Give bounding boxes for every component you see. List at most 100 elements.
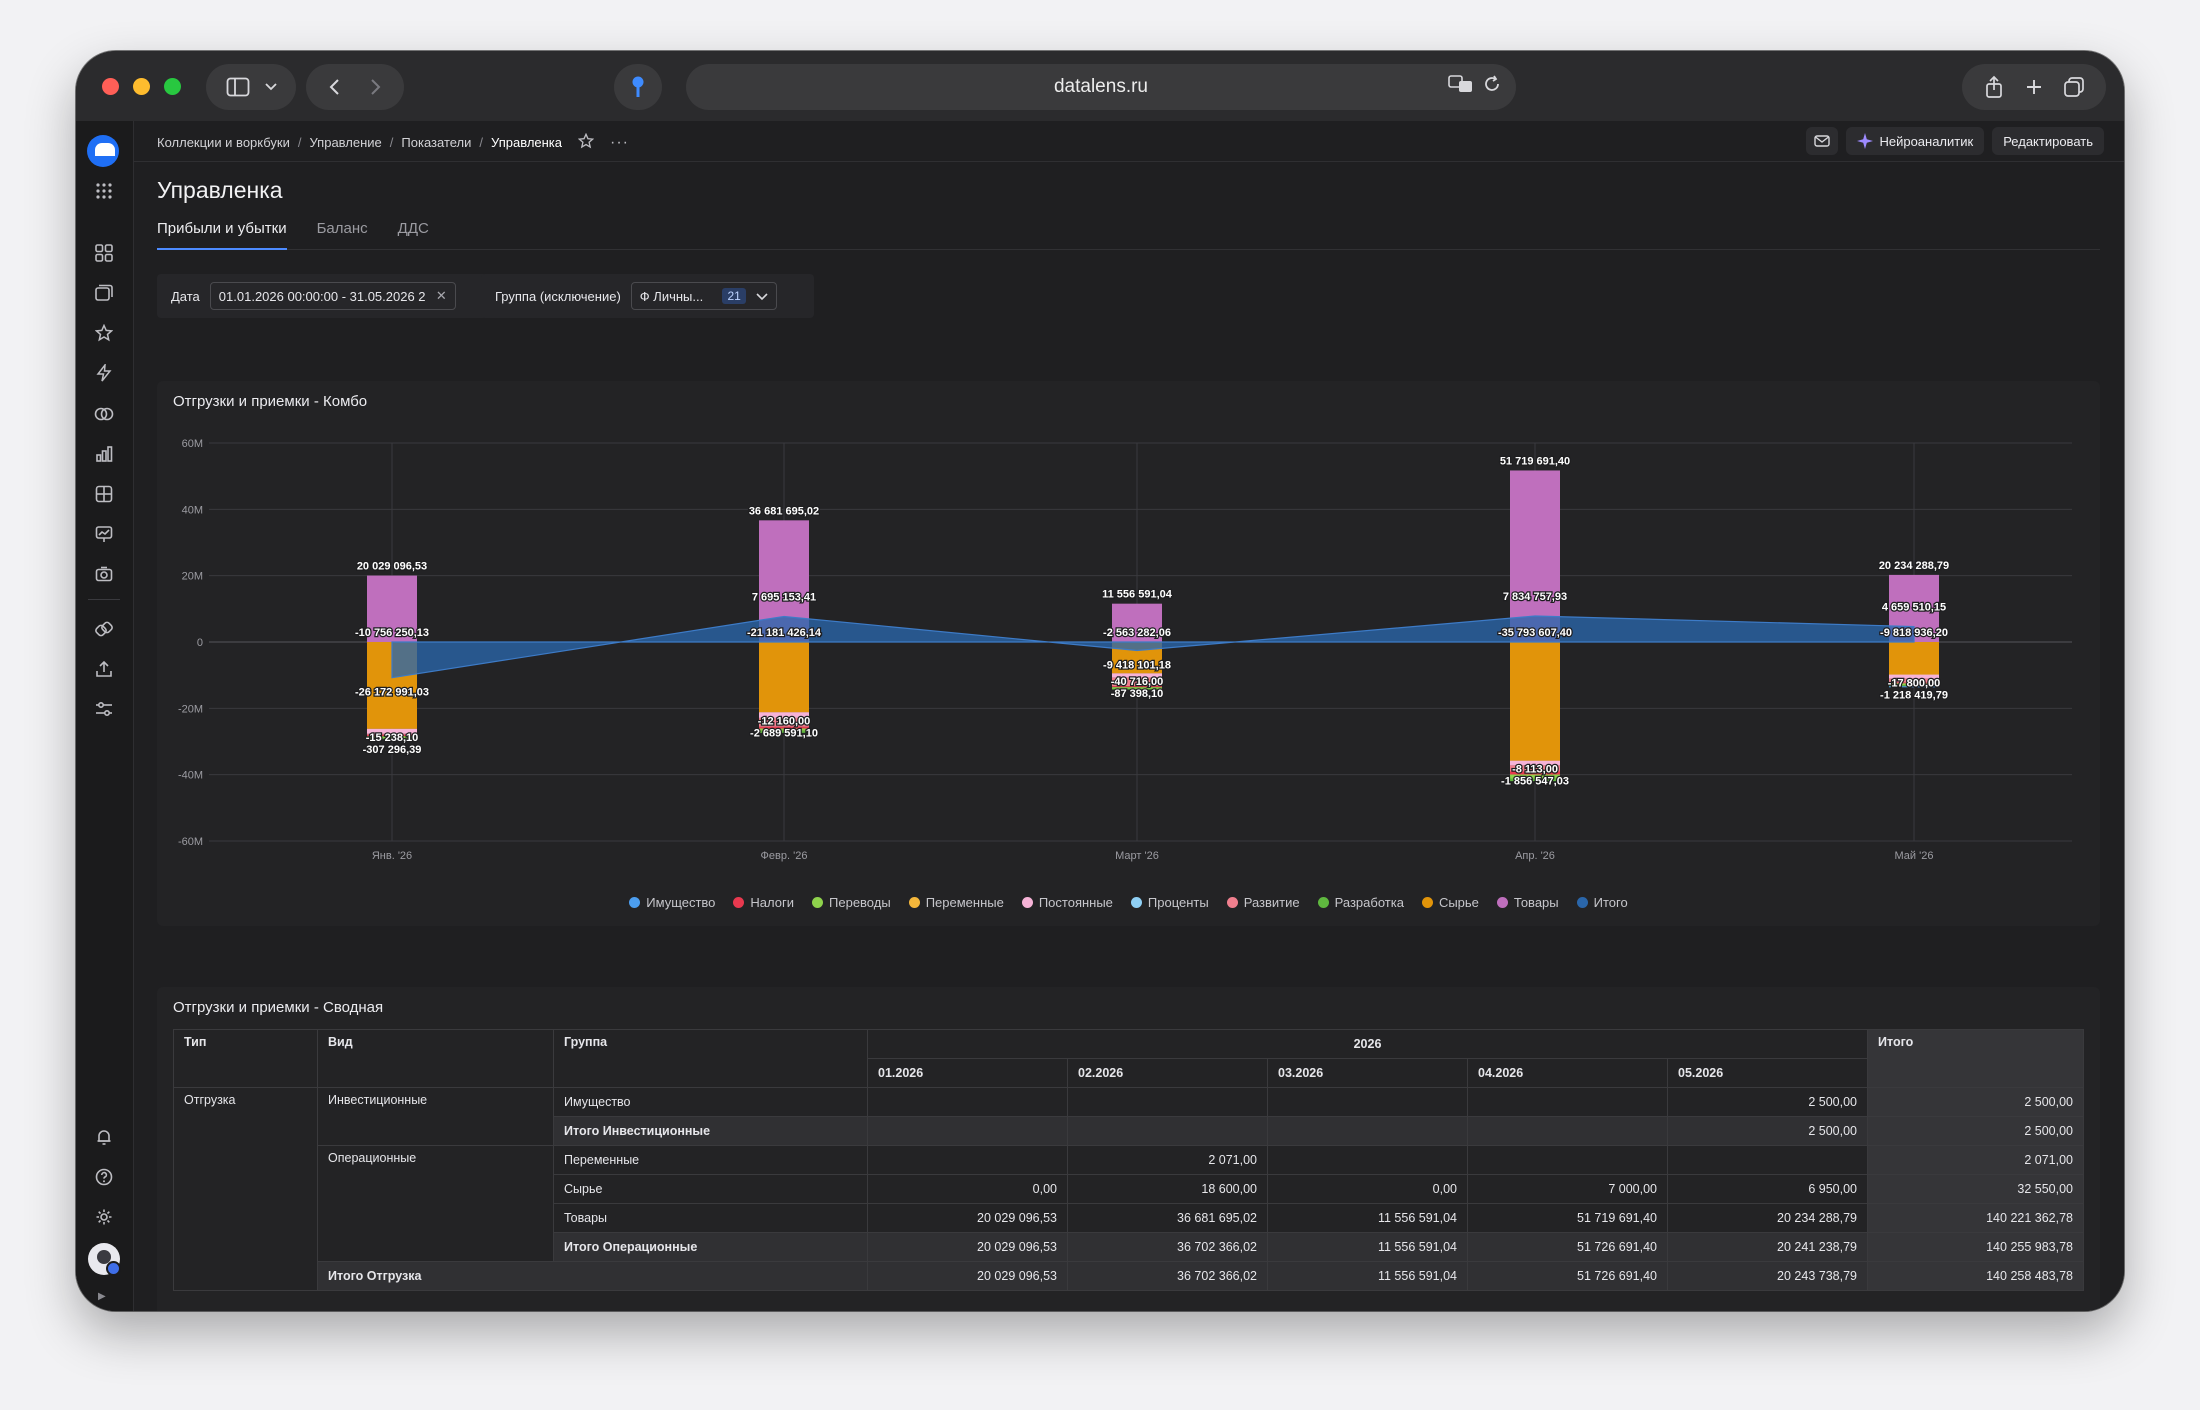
bar-segment[interactable]: [1889, 683, 1939, 686]
back-arrow-icon[interactable]: [315, 67, 355, 107]
tables-icon[interactable]: [92, 482, 116, 506]
settings-sliders-icon[interactable]: [92, 697, 116, 721]
total-area[interactable]: [391, 615, 1915, 679]
favorites-star-icon[interactable]: [92, 321, 116, 345]
address-bar[interactable]: datalens.ru: [686, 64, 1516, 110]
bar-segment[interactable]: [1510, 470, 1560, 642]
legend-item[interactable]: Проценты: [1130, 895, 1209, 910]
sidebar-toggle-icon[interactable]: [218, 67, 258, 107]
bar-segment[interactable]: [1889, 682, 1939, 684]
forward-arrow-icon[interactable]: [355, 67, 395, 107]
value-cell: [1067, 1087, 1268, 1117]
help-icon[interactable]: [92, 1165, 116, 1189]
legend-item[interactable]: Развитие: [1226, 895, 1300, 910]
bar-segment[interactable]: [367, 734, 417, 737]
breadcrumb-item[interactable]: Управление: [309, 135, 382, 150]
legend-item[interactable]: Постоянные: [1021, 895, 1113, 910]
group-select[interactable]: Ф Личны... 21: [630, 282, 777, 310]
collections-icon[interactable]: [92, 281, 116, 305]
header-month: 01.2026: [867, 1058, 1068, 1088]
bar-segment[interactable]: [759, 642, 809, 713]
bar-segment[interactable]: [1112, 673, 1162, 678]
header-total: Итого: [1867, 1029, 2084, 1088]
legend-item[interactable]: Имущество: [629, 895, 715, 910]
legend-item[interactable]: Разработка: [1317, 895, 1404, 910]
notifications-bell-icon[interactable]: [92, 1125, 116, 1149]
settings-gear-icon[interactable]: [92, 1205, 116, 1229]
tab-balance[interactable]: Баланс: [316, 220, 368, 237]
share-icon[interactable]: [1974, 67, 2014, 107]
datasets-icon[interactable]: [92, 402, 116, 426]
bar-segment[interactable]: [1112, 687, 1162, 689]
data-label: -8 113,00: [1512, 764, 1558, 776]
bar-segment[interactable]: [367, 736, 417, 739]
breadcrumb-item[interactable]: Показатели: [401, 135, 472, 150]
password-key-button[interactable]: [614, 64, 662, 110]
legend-item[interactable]: Итого: [1576, 895, 1628, 910]
tab-profit-loss[interactable]: Прибыли и убытки: [157, 217, 287, 250]
favorite-star-icon[interactable]: [577, 132, 595, 152]
bar-segment[interactable]: [1889, 686, 1939, 688]
mail-button[interactable]: [1806, 127, 1839, 155]
new-tab-icon[interactable]: [2014, 67, 2054, 107]
bar-segment[interactable]: [1112, 686, 1162, 688]
bar-segment[interactable]: [367, 575, 417, 642]
bar-segment[interactable]: [367, 738, 417, 740]
bar-segment[interactable]: [759, 726, 809, 729]
bar-segment[interactable]: [1112, 603, 1162, 642]
bar-segment[interactable]: [1510, 774, 1560, 779]
bar-segment[interactable]: [759, 728, 809, 731]
clear-icon[interactable]: ✕: [435, 288, 447, 303]
camera-icon[interactable]: [92, 562, 116, 586]
close-window-button[interactable]: [102, 78, 119, 95]
bar-segment[interactable]: [1889, 642, 1939, 675]
bar-segment[interactable]: [1889, 674, 1939, 679]
datalens-logo[interactable]: [87, 135, 119, 167]
bar-segment[interactable]: [1510, 771, 1560, 775]
edit-button[interactable]: Редактировать: [1992, 127, 2104, 155]
bar-segment[interactable]: [759, 730, 809, 733]
bar-segment[interactable]: [1510, 778, 1560, 782]
bar-segment[interactable]: [759, 712, 809, 718]
bar-segment[interactable]: [367, 733, 417, 735]
y-tick-label: 20M: [182, 571, 203, 583]
apps-grid-icon[interactable]: [92, 179, 116, 203]
bar-segment[interactable]: [1112, 677, 1162, 687]
legend-item[interactable]: Переменные: [908, 895, 1004, 910]
legend-item[interactable]: Налоги: [733, 895, 794, 910]
bar-segment[interactable]: [1510, 642, 1560, 761]
tab-cash-flow[interactable]: ДДС: [397, 220, 429, 237]
zoom-window-button[interactable]: [164, 78, 181, 95]
bar-segment[interactable]: [1510, 765, 1560, 772]
upload-icon[interactable]: [92, 657, 116, 681]
legend-item[interactable]: Переводы: [812, 895, 891, 910]
bar-segment[interactable]: [759, 717, 809, 727]
bar-segment[interactable]: [1510, 760, 1560, 766]
user-avatar[interactable]: [88, 1243, 121, 1276]
date-range-input[interactable]: 01.01.2026 00:00:00 - 31.05.2026 2 ✕: [209, 282, 456, 310]
value-cell: [1667, 1145, 1868, 1175]
charts-icon[interactable]: [92, 442, 116, 466]
dashboards-icon[interactable]: [92, 241, 116, 265]
header-group: Группа: [553, 1029, 868, 1088]
total-cell: 140 221 362,78: [1867, 1203, 2084, 1233]
bar-segment[interactable]: [367, 728, 417, 734]
expand-sidebar-icon[interactable]: ▶: [98, 1291, 106, 1302]
tab-overview-icon[interactable]: [2054, 67, 2094, 107]
neuroanalyst-button[interactable]: Нейроаналитик: [1846, 127, 1985, 155]
bar-segment[interactable]: [1889, 685, 1939, 687]
bar-segment[interactable]: [1112, 688, 1162, 690]
reload-icon[interactable]: [1482, 74, 1502, 100]
data-label: -26 172 991,03: [355, 687, 429, 699]
reports-icon[interactable]: [92, 522, 116, 546]
bar-segment[interactable]: [1889, 678, 1939, 683]
minimize-window-button[interactable]: [133, 78, 150, 95]
breadcrumb-item[interactable]: Коллекции и воркбуки: [157, 135, 290, 150]
link-icon[interactable]: [92, 617, 116, 641]
legend-item[interactable]: Сырье: [1421, 895, 1479, 910]
chevron-down-icon[interactable]: [258, 67, 284, 107]
translate-icon[interactable]: [1448, 74, 1474, 100]
connections-bolt-icon[interactable]: [92, 361, 116, 385]
legend-item[interactable]: Товары: [1496, 895, 1559, 910]
more-options-icon[interactable]: ···: [610, 133, 629, 151]
